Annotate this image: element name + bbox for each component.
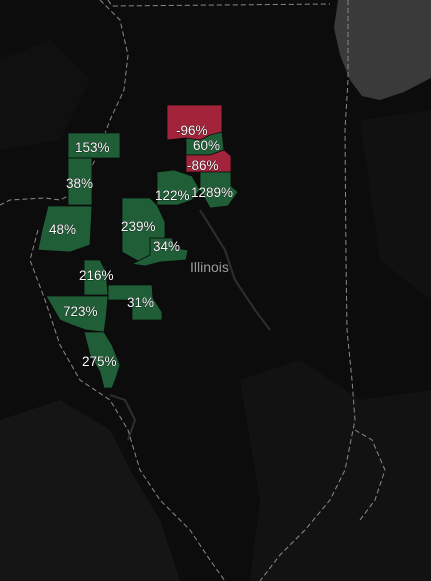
county-pct-label: 153% <box>75 140 110 155</box>
county-shape[interactable] <box>45 295 109 333</box>
county-labels: -96% 60% -86% 153% 38% 122% 1289% 48% 23… <box>49 123 234 370</box>
county-shape[interactable] <box>107 284 163 321</box>
lake-michigan <box>334 0 431 100</box>
county-shape[interactable] <box>130 237 189 267</box>
state-label: Illinois <box>190 259 229 275</box>
county-shape[interactable] <box>199 171 239 209</box>
county-shape[interactable] <box>37 205 93 253</box>
county-pct-label: 239% <box>121 219 156 234</box>
county-shape[interactable] <box>67 132 121 159</box>
county-pct-label: 31% <box>127 295 154 310</box>
county-pct-label: 34% <box>153 239 180 254</box>
county-shape[interactable] <box>83 331 121 389</box>
county-pct-label: -86% <box>187 158 219 173</box>
county-pct-label: 216% <box>79 268 114 283</box>
county-pct-label: 723% <box>63 304 98 319</box>
county-shape[interactable] <box>83 259 109 296</box>
county-pct-label: 38% <box>66 176 93 191</box>
county-shape[interactable] <box>156 169 201 206</box>
county-pct-label: 48% <box>49 222 76 237</box>
county-shapes <box>37 104 239 389</box>
county-shape[interactable] <box>67 157 93 206</box>
county-pct-label: -96% <box>176 123 208 138</box>
county-pct-label: 122% <box>155 188 190 203</box>
county-pct-label: 1289% <box>191 185 233 200</box>
state-borders <box>0 0 386 581</box>
terrain-texture <box>0 40 431 581</box>
rivers <box>109 209 271 441</box>
county-pct-label: 60% <box>193 138 220 153</box>
county-pct-label: 275% <box>82 354 117 369</box>
county-shape[interactable] <box>185 149 232 173</box>
